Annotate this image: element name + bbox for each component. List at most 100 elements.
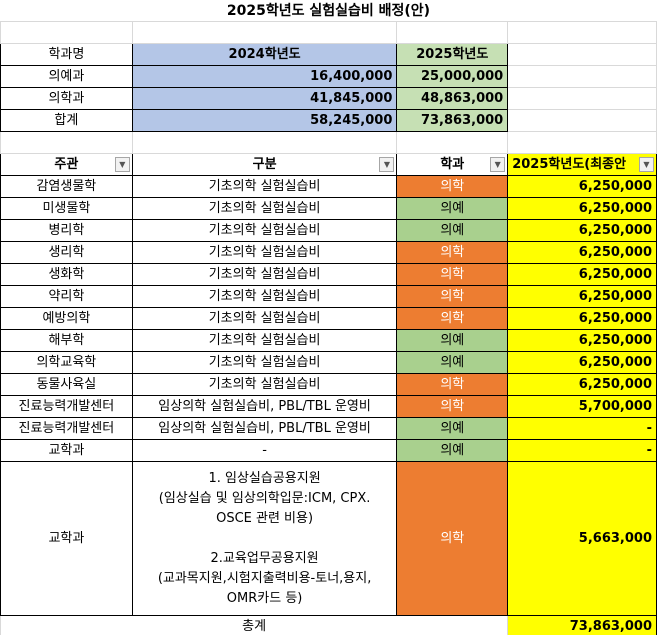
summary-2024[interactable]: 41,845,000 <box>131 87 398 110</box>
major-cell[interactable]: 의예 <box>396 329 509 352</box>
category-cell[interactable]: 기초의학 실험실습비 <box>131 285 398 308</box>
cell[interactable] <box>507 87 657 110</box>
dept-cell[interactable]: 진료능력개발센터 <box>0 417 133 440</box>
cell[interactable] <box>396 21 509 44</box>
total-amount[interactable]: 73,863,000 <box>507 615 657 635</box>
dropdown-arrow-icon[interactable]: ▼ <box>639 157 654 172</box>
category-cell[interactable]: 임상의학 실험실습비, PBL/TBL 운영비 <box>131 417 398 440</box>
big-row-amount[interactable]: 5,663,000 <box>507 461 657 616</box>
category-cell[interactable]: 임상의학 실험실습비, PBL/TBL 운영비 <box>131 395 398 418</box>
summary-2024[interactable]: 16,400,000 <box>131 65 398 88</box>
table-row: 약리학 기초의학 실험실습비 의학 6,250,000 <box>0 285 657 308</box>
dropdown-arrow-icon[interactable]: ▼ <box>490 157 506 172</box>
dept-cell[interactable]: 생리학 <box>0 241 133 264</box>
major-cell[interactable]: 의학 <box>396 395 509 418</box>
category-cell[interactable]: 기초의학 실험실습비 <box>131 351 398 374</box>
summary-2024[interactable]: 58,245,000 <box>131 109 398 132</box>
dept-cell[interactable]: 교학과 <box>0 439 133 462</box>
category-line <box>137 529 393 549</box>
dept-cell[interactable]: 진료능력개발센터 <box>0 395 133 418</box>
major-cell[interactable]: 의학 <box>396 241 509 264</box>
cell[interactable] <box>131 21 398 44</box>
cell[interactable] <box>507 131 657 154</box>
header-amount[interactable]: 2025학년도(최종안 ▼ <box>507 153 657 176</box>
amount-cell[interactable]: 6,250,000 <box>507 351 657 374</box>
summary-header-dept[interactable]: 학과명 <box>0 43 133 66</box>
major-cell[interactable]: 의학 <box>396 285 509 308</box>
amount-cell[interactable]: 6,250,000 <box>507 175 657 198</box>
table-row: 교학과 - 의예 - <box>0 439 657 462</box>
dept-cell[interactable]: 동물사육실 <box>0 373 133 396</box>
big-row-dept[interactable]: 교학과 <box>0 461 133 616</box>
amount-cell[interactable]: - <box>507 439 657 462</box>
dropdown-arrow-icon[interactable]: ▼ <box>379 157 395 172</box>
amount-cell[interactable]: 6,250,000 <box>507 329 657 352</box>
category-cell[interactable]: 기초의학 실험실습비 <box>131 307 398 330</box>
table-row: 생화학 기초의학 실험실습비 의학 6,250,000 <box>0 263 657 286</box>
major-cell[interactable]: 의예 <box>396 351 509 374</box>
dept-cell[interactable]: 의학교육학 <box>0 351 133 374</box>
category-cell[interactable]: 기초의학 실험실습비 <box>131 373 398 396</box>
amount-cell[interactable]: 6,250,000 <box>507 307 657 330</box>
dept-cell[interactable]: 해부학 <box>0 329 133 352</box>
dept-cell[interactable]: 생화학 <box>0 263 133 286</box>
dept-cell[interactable]: 미생물학 <box>0 197 133 220</box>
dept-cell[interactable]: 예방의학 <box>0 307 133 330</box>
cell[interactable] <box>396 131 509 154</box>
amount-cell[interactable]: 6,250,000 <box>507 263 657 286</box>
category-cell[interactable]: 기초의학 실험실습비 <box>131 241 398 264</box>
header-major[interactable]: 학과 ▼ <box>396 153 509 176</box>
amount-cell[interactable]: - <box>507 417 657 440</box>
summary-2025[interactable]: 25,000,000 <box>396 65 509 88</box>
major-cell[interactable]: 의학 <box>396 175 509 198</box>
header-dept[interactable]: 주관 ▼ <box>0 153 133 176</box>
category-cell[interactable]: 기초의학 실험실습비 <box>131 175 398 198</box>
category-line: (교과목지원,시험지출력비용-토너,용지, <box>157 570 372 586</box>
big-row-major[interactable]: 의학 <box>396 461 509 616</box>
summary-name[interactable]: 의예과 <box>0 65 133 88</box>
sheet-title[interactable]: 2025학년도 실험실습비 배정(안) <box>226 2 431 19</box>
amount-cell[interactable]: 5,700,000 <box>507 395 657 418</box>
major-cell[interactable]: 의예 <box>396 417 509 440</box>
amount-cell[interactable]: 6,250,000 <box>507 285 657 308</box>
dropdown-arrow-icon[interactable]: ▼ <box>114 157 130 172</box>
dept-cell[interactable]: 감염생물학 <box>0 175 133 198</box>
major-cell[interactable]: 의학 <box>396 373 509 396</box>
dept-cell[interactable]: 병리학 <box>0 219 133 242</box>
major-cell[interactable]: 의예 <box>396 439 509 462</box>
category-cell[interactable]: 기초의학 실험실습비 <box>131 263 398 286</box>
category-cell[interactable]: - <box>131 439 398 462</box>
summary-2025[interactable]: 73,863,000 <box>396 109 509 132</box>
table-row: 병리학 기초의학 실험실습비 의예 6,250,000 <box>0 219 657 242</box>
cell[interactable] <box>507 21 657 44</box>
summary-2025[interactable]: 48,863,000 <box>396 87 509 110</box>
amount-cell[interactable]: 6,250,000 <box>507 197 657 220</box>
category-cell[interactable]: 기초의학 실험실습비 <box>131 329 398 352</box>
cell[interactable] <box>507 109 657 132</box>
cell[interactable] <box>0 21 133 44</box>
cell[interactable] <box>507 65 657 88</box>
major-cell[interactable]: 의예 <box>396 219 509 242</box>
cell[interactable] <box>507 43 657 66</box>
major-cell[interactable]: 의예 <box>396 197 509 220</box>
amount-cell[interactable]: 6,250,000 <box>507 241 657 264</box>
table-row: 해부학 기초의학 실험실습비 의예 6,250,000 <box>0 329 657 352</box>
category-cell[interactable]: 기초의학 실험실습비 <box>131 197 398 220</box>
summary-header-2025[interactable]: 2025학년도 <box>396 43 509 66</box>
amount-cell[interactable]: 6,250,000 <box>507 219 657 242</box>
summary-name[interactable]: 합계 <box>0 109 133 132</box>
header-category[interactable]: 구분 ▼ <box>131 153 398 176</box>
cell[interactable] <box>0 131 133 154</box>
summary-name[interactable]: 의학과 <box>0 87 133 110</box>
total-label[interactable]: 총계 <box>0 615 509 635</box>
big-row-category[interactable]: 1. 임상실습공용지원 (임상실습 및 임상의학입문:ICM, CPX. OSC… <box>131 461 398 616</box>
amount-cell[interactable]: 6,250,000 <box>507 373 657 396</box>
dept-cell[interactable]: 약리학 <box>0 285 133 308</box>
cell[interactable] <box>131 131 398 154</box>
summary-header-2024[interactable]: 2024학년도 <box>131 43 398 66</box>
major-cell[interactable]: 의학 <box>396 307 509 330</box>
table-row: 의학교육학 기초의학 실험실습비 의예 6,250,000 <box>0 351 657 374</box>
category-cell[interactable]: 기초의학 실험실습비 <box>131 219 398 242</box>
major-cell[interactable]: 의학 <box>396 263 509 286</box>
